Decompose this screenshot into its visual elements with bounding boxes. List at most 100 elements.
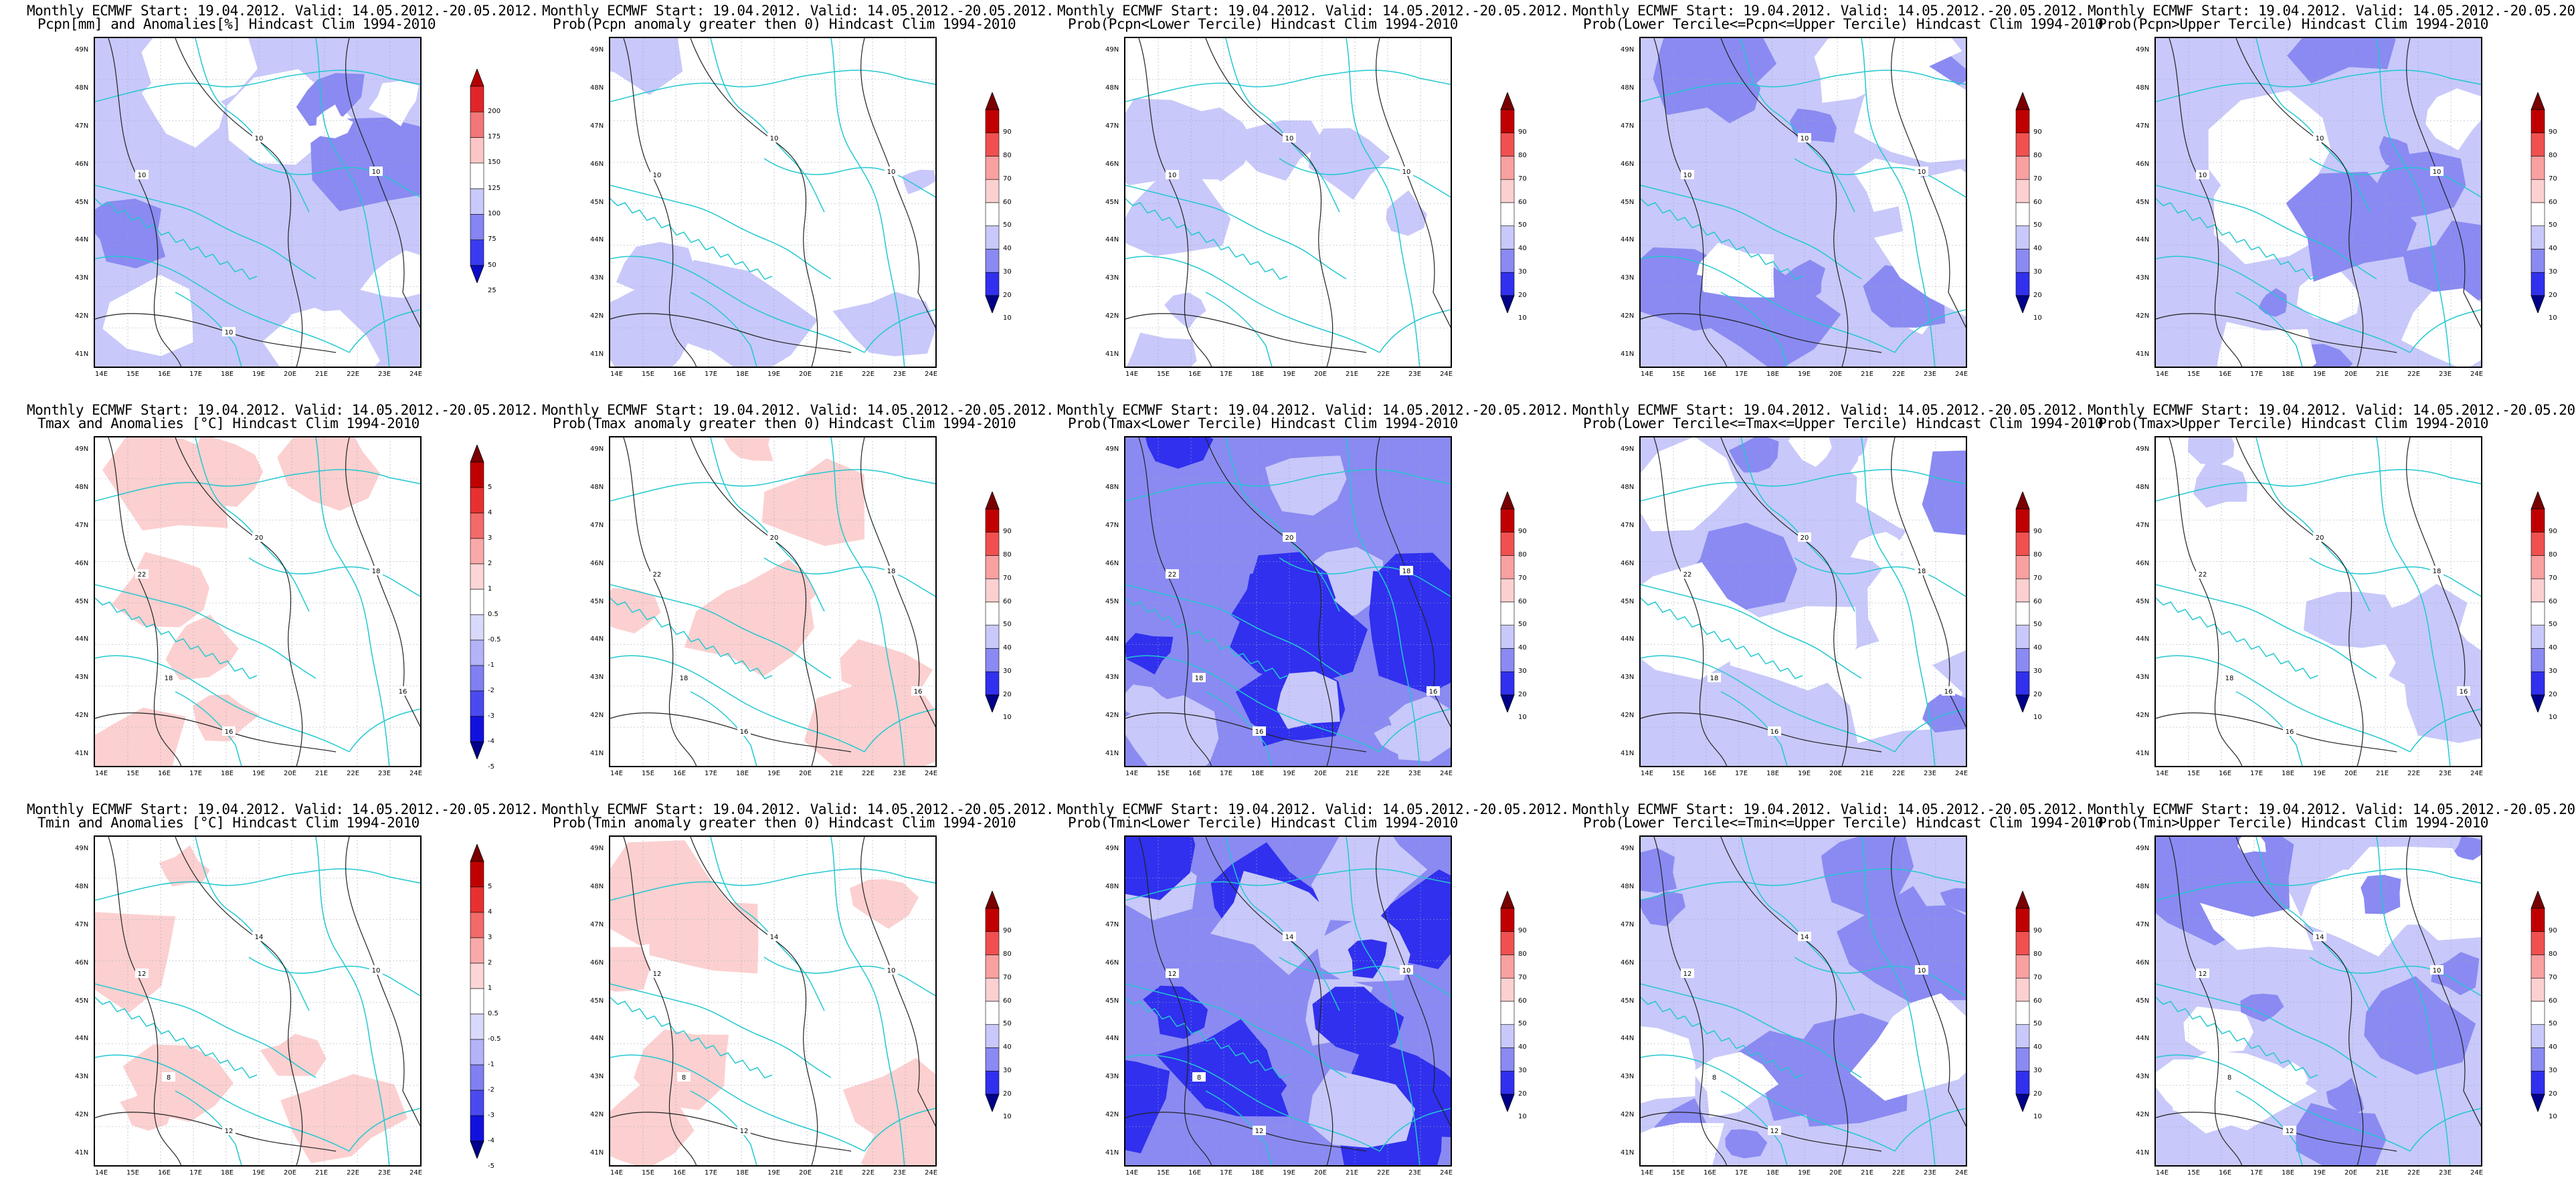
latitude-label: 48N <box>590 84 604 92</box>
colorbar-segment <box>985 954 1000 979</box>
border-line <box>1641 469 1966 502</box>
border-line <box>2256 38 2371 213</box>
border-line <box>1720 691 1788 766</box>
colorbar-segment <box>2531 531 2545 556</box>
colorbar-segment <box>985 601 1000 625</box>
latitude-label: 48N <box>75 882 89 890</box>
colorbar-segment <box>2015 555 2030 579</box>
colorbar-segment <box>2531 930 2545 955</box>
colorbar-triangle-bottom <box>2015 295 2030 313</box>
contour-line <box>1205 837 1333 1165</box>
longitude-label: 18E <box>221 371 234 378</box>
contour-label: 10 <box>255 135 264 142</box>
longitude-label: 19E <box>1798 770 1811 777</box>
border-line <box>710 437 825 612</box>
contour-label: 18 <box>1710 675 1719 682</box>
colorbar-segment <box>985 555 1000 579</box>
latitude-label: 41N <box>75 750 89 757</box>
contour-label-box <box>2457 686 2470 696</box>
latitude-label: 46N <box>2136 559 2150 567</box>
colorbar-tick-label: 10 <box>1003 714 1012 722</box>
colorbar-segment <box>1500 930 1515 955</box>
map-field: 22 20 18 16 18 16 <box>94 436 422 767</box>
colorbar-segment <box>985 1001 1000 1025</box>
border-line <box>1894 309 1966 353</box>
contour-label: 10 <box>1402 169 1411 176</box>
contour-line <box>690 38 818 367</box>
colorbar-tick-label: 20 <box>1518 690 1527 698</box>
colorbar-tick-label: 50 <box>1518 621 1527 629</box>
latitude-label: 43N <box>590 674 604 682</box>
longitude-label: 21E <box>1346 371 1359 378</box>
colorbar-tick-label: -0.5 <box>488 635 501 643</box>
border-line <box>610 868 935 901</box>
longitude-label: 15E <box>126 1169 140 1177</box>
contour-line <box>1653 837 1728 1165</box>
longitude-label: 20E <box>1829 1169 1843 1177</box>
colorbar-triangle-top <box>1500 890 1515 908</box>
colorbar-segment <box>2531 225 2545 249</box>
colorbar-segment <box>1500 578 1515 602</box>
contour-label-box <box>2313 133 2326 142</box>
longitude-label: 17E <box>1735 371 1748 378</box>
border-line <box>1225 437 1340 612</box>
longitude-label: 23E <box>1924 770 1937 777</box>
panel-subtitle: Prob(Tmin>Upper Tercile) Hindcast Clim 1… <box>2098 815 2488 831</box>
longitude-label: 15E <box>2187 770 2201 777</box>
latitude-label: 45N <box>590 597 604 605</box>
colorbar-segment <box>2531 1023 2545 1048</box>
contour-label: 10 <box>1918 967 1926 975</box>
longitude-label: 23E <box>1408 371 1422 378</box>
field-region <box>1850 987 1966 1101</box>
longitude-label: 24E <box>925 1169 938 1177</box>
colorbar-tick-label: 40 <box>1518 245 1527 252</box>
contour-line <box>690 437 818 766</box>
contour-label: 16 <box>740 728 749 736</box>
contour-label: 8 <box>1197 1074 1201 1082</box>
colorbar-tick-label: 70 <box>2549 175 2557 183</box>
border-line <box>1205 292 1273 367</box>
contour-line <box>108 38 182 367</box>
panel-header: Monthly ECMWF Start: 19.04.2012. Valid: … <box>1572 801 2085 817</box>
colorbar-segment <box>2015 248 2030 273</box>
longitude-label: 24E <box>1955 371 1968 378</box>
border-line <box>1125 868 1451 901</box>
border-line <box>1379 708 1451 752</box>
coastline <box>1641 198 1803 280</box>
field-region <box>316 104 353 138</box>
map-field: 12 14 10 12 8 <box>94 835 422 1167</box>
panel-header: Monthly ECMWF Start: 19.04.2012. Valid: … <box>27 402 539 418</box>
contour-label-box <box>1708 673 1721 682</box>
longitude-label: 24E <box>1440 371 1453 378</box>
latitude-label: 47N <box>2136 122 2150 130</box>
colorbar-tick-label: 40 <box>1518 644 1527 651</box>
latitude-label: 44N <box>2136 1035 2150 1043</box>
map-field: 12 14 10 12 8 <box>1639 835 1967 1167</box>
contour-label: 10 <box>887 967 896 975</box>
colorbar-tick-label: 80 <box>1518 551 1527 559</box>
field-region <box>1126 332 1197 367</box>
longitude-label: 22E <box>862 371 875 378</box>
colorbar-tick-label: 10 <box>1003 1113 1012 1121</box>
latitude-label: 43N <box>2136 1073 2150 1081</box>
colorbar-tick-label: 0.5 <box>488 610 498 618</box>
contour-label-box <box>2313 532 2326 542</box>
colorbar-tick-label: -0.5 <box>488 1035 501 1043</box>
contour-label-box <box>1798 532 1811 542</box>
longitude-label: 14E <box>95 1169 108 1177</box>
field-region <box>1647 272 1710 313</box>
colorbar-tick-label: 30 <box>2033 667 2042 675</box>
colorbar-tick-label: 40 <box>1003 644 1012 651</box>
colorbar-segment <box>1500 954 1515 979</box>
colorbar-triangle-top <box>2015 92 2030 110</box>
colorbar <box>2531 92 2545 313</box>
contour-label-box <box>252 532 266 542</box>
longitude-label: 22E <box>2407 1169 2421 1177</box>
colorbar-tick-label: 90 <box>2033 528 2042 536</box>
map-field: 22 20 18 16 18 16 <box>1639 436 1967 767</box>
longitude-label: 15E <box>1157 371 1170 378</box>
contour-label: 16 <box>1429 688 1438 696</box>
colorbar-segment <box>470 912 484 938</box>
latitude-label: 42N <box>75 312 89 320</box>
colorbar-tick-label: 1 <box>488 984 492 992</box>
